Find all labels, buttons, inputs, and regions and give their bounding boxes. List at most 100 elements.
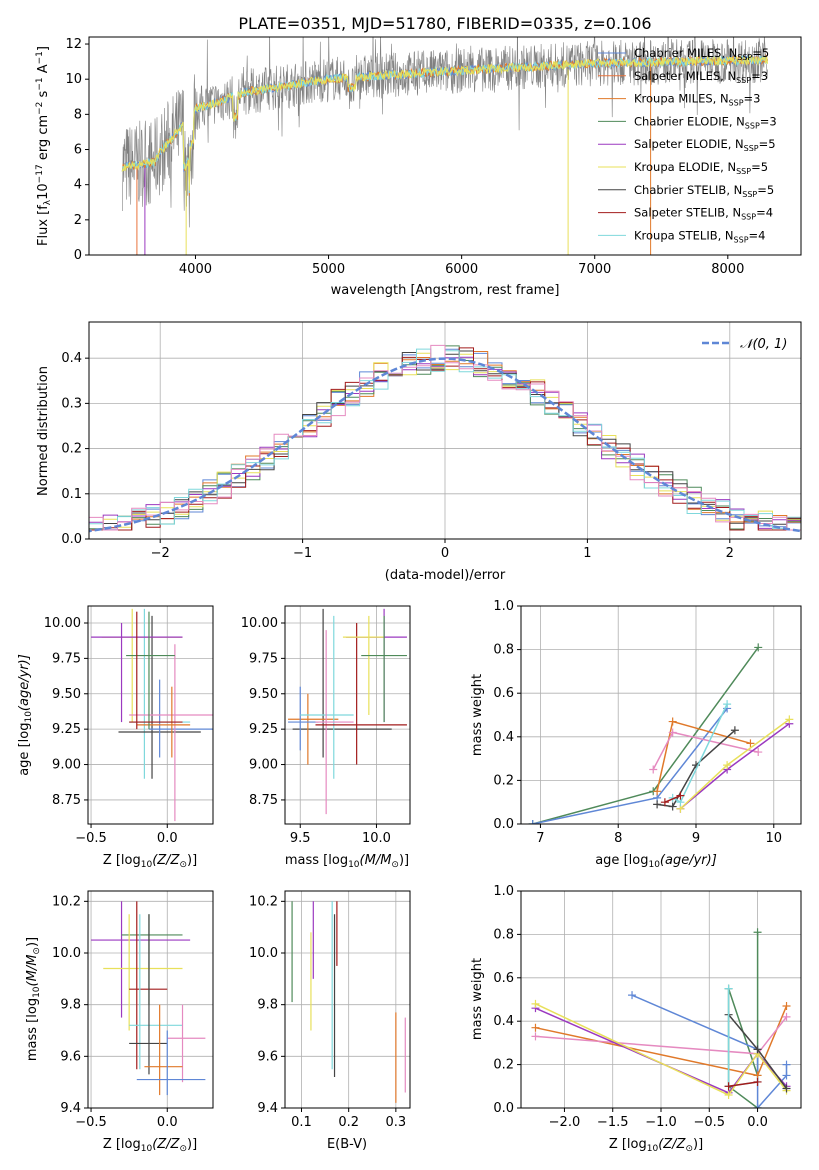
xtick-label: 0.2 [338,1115,359,1130]
ytick-label: 9.00 [52,758,81,773]
spectrum-ytick-label: 2 [74,213,82,228]
weight-point [531,1032,540,1041]
weight-point [782,1060,791,1069]
legend-val: =3 [760,114,777,128]
legend-val: =3 [744,92,761,106]
age-vs-mass-panel: 9.5 10.0 8.75 9.00 9.25 9.50 9.75 10.00 [241,605,411,846]
histogram-xtick-label: −1 [293,546,312,561]
weight-point [649,765,658,774]
spectrum-ytick-label: 12 [65,37,82,52]
panel-frame [87,890,214,1109]
weight-vs-z-panel: −2.0 −1.5 −1.0 −0.5 0.0 0.0 0.2 0.4 0.6 0.8 1.0 [493,884,802,1130]
p3-xlabel: Z [log10(Z/Z⊙)] [103,853,197,870]
p6-ylabel: mass [log10(M/M⊙)] [25,937,42,1061]
spectrum-frame [88,36,802,256]
ytick-label: 10.2 [249,894,278,909]
ytick-label: 0.8 [493,643,514,658]
spectrum-ytick-label: 0 [74,248,82,263]
ytick-label: 1.0 [493,884,514,899]
weight-point [531,999,540,1008]
legend-sub: SSP [745,121,760,130]
spectrum-panel: PLATE=0351, MJD=51780, FIBERID=0335, z=0… [35,14,802,298]
panel-marks [91,608,213,822]
ytick-label: 8.75 [249,793,278,808]
weight-point [676,791,685,800]
ytick-label: 9.6 [60,1049,81,1064]
gaussian-curve [89,357,801,533]
histogram-ytick-label: 0.4 [61,351,82,366]
p8-xlabel: Z [log10(Z/Z⊙)] [609,1137,703,1154]
weight-point [723,761,732,770]
legend-name: Salpeter STELIB, N [634,206,741,220]
p3-ylabel: age [log10(age/yr)] [17,654,34,776]
legend-entry-0: Chabrier MILES, NSSP=5 [634,46,769,62]
weight-series-5 [535,1003,788,1096]
histogram-xtick-label: 0 [441,546,449,561]
panel-marks [288,608,407,815]
spectrum-ytick-label: 10 [65,72,82,87]
legend-name: Salpeter ELODIE, N [634,137,744,151]
legend-name: Salpeter MILES, N [634,69,736,83]
ytick-label: 9.00 [249,758,278,773]
xtick-label: −2.0 [549,1115,581,1130]
weight-point [723,700,732,709]
model-spectrum-3 [121,54,768,191]
legend-sub: SSP [729,99,744,108]
xtick-label: 0.1 [291,1115,312,1130]
p4-xlabel: mass [log10(M/M⊙)] [285,853,409,870]
histogram-xlabel: (data-model)/error [385,568,506,583]
weight-point [660,798,669,807]
ytick-label: 1.0 [493,599,514,614]
xtick-label: 8 [614,831,622,846]
xtick-label: 9 [692,831,700,846]
legend-entry-3: Chabrier ELODIE, NSSP=3 [634,114,777,130]
legend-sub: SSP [744,144,759,153]
weight-point [724,984,733,993]
weight-point [746,739,755,748]
ytick-label: 9.8 [60,998,81,1013]
ytick-label: 0.0 [493,1101,514,1116]
legend-val: =3 [751,69,768,83]
legend-sub: SSP [736,76,751,85]
ytick-label: 0.6 [493,971,514,986]
ytick-label: 9.25 [52,722,81,737]
p5-xlabel: age [log10(age/yr)] [595,853,717,870]
weight-series-8 [664,795,681,803]
ytick-label: 0.0 [493,817,514,832]
ytick-label: 9.25 [249,722,278,737]
weight-point [782,1002,791,1011]
xtick-label: 7 [536,831,544,846]
spectrum-xtick-label: 8000 [711,262,744,277]
histogram-ytick-label: 0.1 [61,487,82,502]
ytick-label: 0.2 [493,773,514,788]
weight-point [753,1104,762,1108]
legend-val: =5 [757,183,774,197]
xtick-label: 0.0 [747,1115,768,1130]
ytick-label: 9.4 [257,1101,278,1116]
weight-point [754,748,763,757]
legend-sub: SSP [736,167,751,176]
legend-entry-6: Chabrier STELIB, NSSP=5 [634,183,774,199]
histogram-xtick-label: 1 [583,546,591,561]
legend-val: =5 [751,160,768,174]
spectrum-xtick-label: 5000 [312,262,345,277]
ytick-label: 9.8 [257,998,278,1013]
ytick-label: 0.4 [493,730,514,745]
ytick-label: 0.4 [493,1014,514,1029]
ytick-label: 10.00 [44,616,81,631]
weight-point [668,728,677,737]
ytick-label: 10.0 [249,946,278,961]
ytick-label: 10.0 [52,946,81,961]
p5-ylabel: mass weight [470,674,485,756]
weight-point [753,928,762,937]
weight-point [782,1071,791,1080]
spectrum-ytick-label: 6 [74,143,82,158]
ytick-label: 0.8 [493,927,514,942]
histogram-ytick-label: 0.0 [61,532,82,547]
histogram-xtick-label: 2 [726,546,734,561]
observed-spectrum [122,37,768,228]
weight-point [653,800,662,809]
weight-point [753,1045,762,1054]
weight-point [628,991,637,1000]
